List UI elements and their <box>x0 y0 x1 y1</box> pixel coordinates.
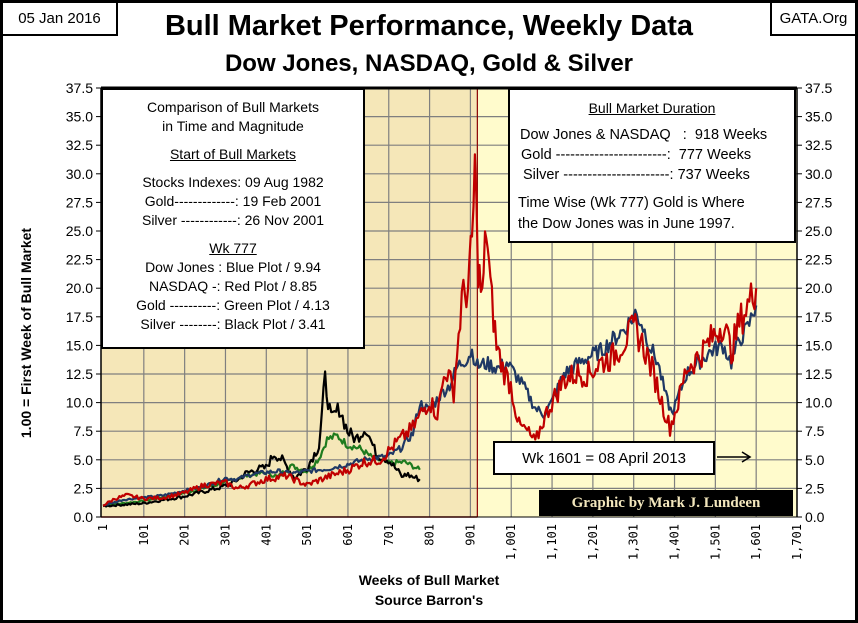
y-tick-label-right: 17.5 <box>805 309 832 325</box>
time-note-2: the Dow Jones was in June 1997. <box>518 216 735 232</box>
x-tick-label: 1,001 <box>504 524 518 560</box>
x-tick-label: 301 <box>218 524 232 546</box>
y-tick-label-left: 17.5 <box>66 309 93 325</box>
x-tick-label: 1,701 <box>790 524 804 560</box>
y-tick-label-left: 12.5 <box>66 366 93 382</box>
time-note-1: Time Wise (Wk 777) Gold is Where <box>518 195 745 211</box>
credit-label: Graphic by Mark J. Lundeen <box>539 490 793 516</box>
start-gold: Gold-------------: 19 Feb 2001 <box>144 193 322 209</box>
comparison-heading-1: Comparison of Bull Markets <box>147 99 319 115</box>
y-tick-label-right: 15.0 <box>805 337 832 353</box>
y-tick-label-right: 37.5 <box>805 80 832 96</box>
y-tick-label-right: 20.0 <box>805 280 832 296</box>
y-tick-label-left: 32.5 <box>66 137 93 153</box>
chart-title: Bull Market Performance, Weekly Data <box>164 10 694 42</box>
y-tick-label-right: 12.5 <box>805 366 832 382</box>
y-tick-label-left: 27.5 <box>66 194 93 210</box>
site-label: GATA.Org <box>770 3 855 36</box>
y-tick-label-left: 2.5 <box>74 480 94 496</box>
start-heading: Start of Bull Markets <box>169 146 297 162</box>
y-tick-label-right: 25.0 <box>805 223 832 239</box>
y-tick-label-left: 10.0 <box>66 395 93 411</box>
y-tick-label-right: 2.5 <box>805 480 825 496</box>
duration-silver: Silver ----------------------: 737 Weeks <box>523 167 750 183</box>
x-tick-label: 701 <box>382 524 396 546</box>
x-tick-label: 401 <box>259 524 273 546</box>
comparison-heading-2: in Time and Magnitude <box>162 118 304 134</box>
week-date-note: Wk 1601 = 08 April 2013 <box>493 441 715 475</box>
arrow-right-icon <box>717 451 752 463</box>
x-tick-label: 1,501 <box>708 524 722 560</box>
chart-subtitle: Dow Jones, NASDAQ, Gold & Silver <box>224 50 634 77</box>
y-tick-label-right: 5.0 <box>805 452 825 468</box>
wk777-gold: Gold ----------: Green Plot / 4.13 <box>136 297 330 313</box>
x-tick-label: 801 <box>423 524 437 546</box>
y-tick-label-left: 30.0 <box>66 166 93 182</box>
wk777-dow: Dow Jones : Blue Plot / 9.94 <box>145 259 321 275</box>
y-tick-label-right: 32.5 <box>805 137 832 153</box>
duration-heading: Bull Market Duration <box>588 100 716 116</box>
duration-gold: Gold -----------------------: 777 Weeks <box>521 147 752 163</box>
start-stocks: Stocks Indexes: 09 Aug 1982 <box>142 174 324 190</box>
series-line-nasdaq <box>102 153 758 507</box>
y-tick-label-left: 22.5 <box>66 252 93 268</box>
x-tick-label: 1,201 <box>586 524 600 560</box>
y-tick-label-right: 35.0 <box>805 109 832 125</box>
y-tick-label-left: 0.0 <box>74 509 94 525</box>
wk777-silver: Silver --------: Black Plot / 3.41 <box>140 316 326 332</box>
y-axis-label: 1.00 = First Week of Bull Market <box>18 227 34 439</box>
wk777-heading: Wk 777 <box>209 240 257 256</box>
y-tick-label-left: 20.0 <box>66 280 93 296</box>
start-silver: Silver ------------: 26 Nov 2001 <box>141 212 324 228</box>
x-axis-source-label: Source Barron's <box>374 592 484 608</box>
date-label: 05 Jan 2016 <box>3 3 118 36</box>
x-tick-label: 1,301 <box>627 524 641 560</box>
x-tick-label: 901 <box>463 524 477 546</box>
y-tick-label-right: 10.0 <box>805 395 832 411</box>
y-tick-label-left: 37.5 <box>66 80 93 96</box>
y-tick-label-right: 22.5 <box>805 252 832 268</box>
x-tick-label: 101 <box>137 524 151 546</box>
x-tick-label: 1,601 <box>749 524 763 560</box>
y-tick-label-right: 27.5 <box>805 194 832 210</box>
x-tick-label: 1 <box>96 524 110 531</box>
y-tick-label-left: 35.0 <box>66 109 93 125</box>
comparison-info-box: Comparison of Bull Markets in Time and M… <box>101 88 365 349</box>
y-tick-label-right: 7.5 <box>805 423 825 439</box>
x-tick-label: 601 <box>341 524 355 546</box>
series-line-silver <box>102 370 421 508</box>
x-tick-label: 501 <box>300 524 314 546</box>
y-tick-label-left: 5.0 <box>74 452 94 468</box>
y-tick-label-right: 0.0 <box>805 509 825 525</box>
y-tick-label-left: 25.0 <box>66 223 93 239</box>
x-tick-label: 201 <box>178 524 192 546</box>
y-tick-label-left: 7.5 <box>74 423 94 439</box>
y-tick-label-right: 30.0 <box>805 166 832 182</box>
x-axis-label: Weeks of Bull Market <box>358 572 500 588</box>
wk777-nasdaq: NASDAQ -: Red Plot / 8.85 <box>148 278 318 294</box>
y-tick-label-left: 15.0 <box>66 337 93 353</box>
duration-dow-nasdaq: Dow Jones & NASDAQ : 918 Weeks <box>520 127 768 143</box>
duration-info-box: Bull Market Duration Dow Jones & NASDAQ … <box>508 88 796 243</box>
x-tick-label: 1,101 <box>545 524 559 560</box>
x-tick-label: 1,401 <box>668 524 682 560</box>
